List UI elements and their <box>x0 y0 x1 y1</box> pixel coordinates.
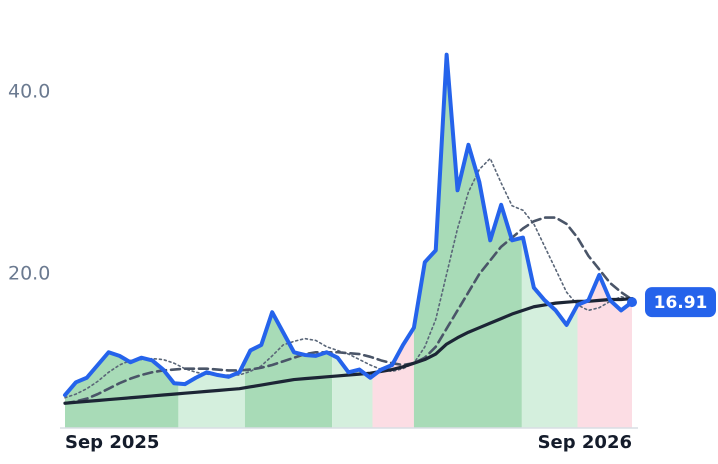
band-area <box>413 54 522 428</box>
last-point <box>627 297 637 308</box>
series-line <box>64 157 633 399</box>
band-area <box>521 237 578 428</box>
value-label: 16.91 <box>654 293 708 313</box>
band-area <box>372 327 414 428</box>
series-line <box>63 296 634 405</box>
band-area <box>244 312 333 428</box>
value-badge <box>645 287 716 318</box>
y-tick-label: 40.0 <box>8 81 50 103</box>
band-area <box>577 274 632 428</box>
series-line <box>63 52 634 398</box>
y-tick-label: 20.0 <box>8 263 50 285</box>
x-tick-label: Sep 2026 <box>538 432 632 453</box>
x-tick-label: Sep 2025 <box>65 432 159 453</box>
series-line <box>63 216 634 405</box>
